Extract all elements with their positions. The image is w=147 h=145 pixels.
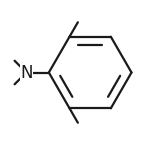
Text: N: N [20,64,33,81]
